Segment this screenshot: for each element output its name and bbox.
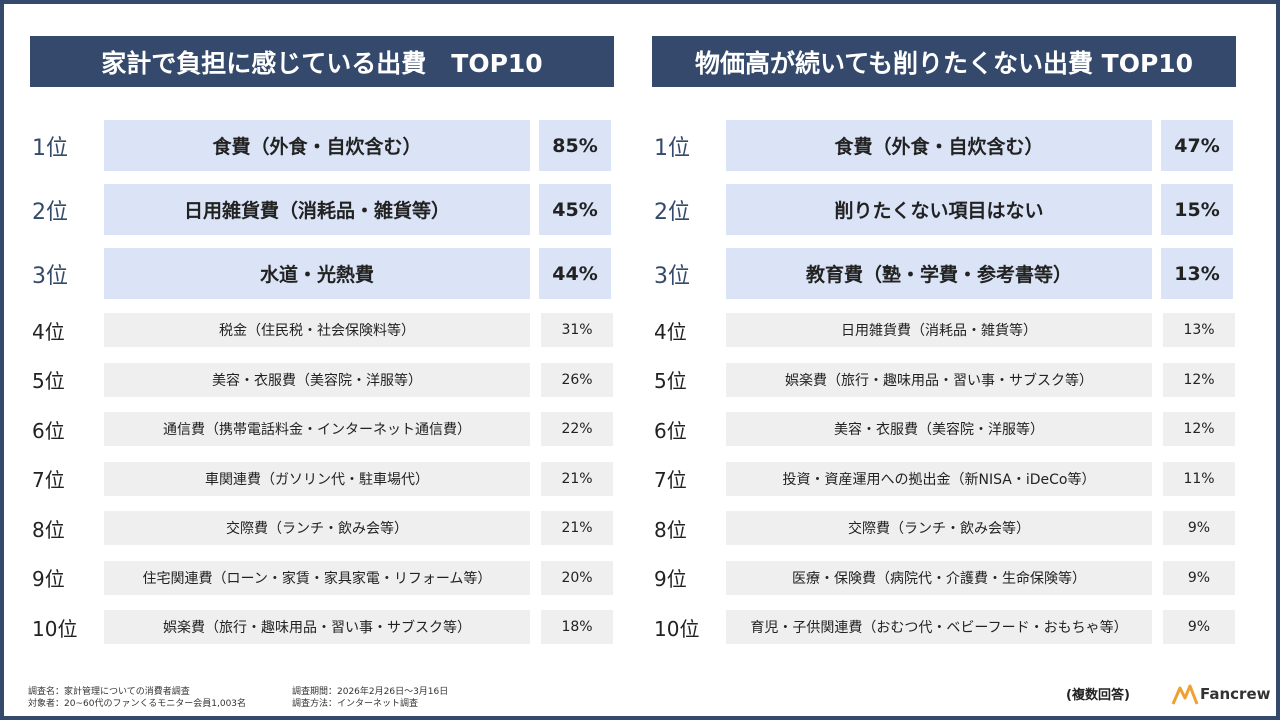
item-label: 美容・衣服費（美容院・洋服等）	[726, 412, 1152, 446]
item-label: 住宅関連費（ローン・家賃・家具家電・リフォーム等）	[104, 560, 530, 595]
item-percent: 18%	[541, 610, 613, 644]
item-percent: 13%	[1163, 313, 1235, 347]
panel-title: 家計で負担に感じている出費 TOP10	[30, 36, 614, 87]
item-label: 投資・資産運用への拠出金（新NISA・iDeCo等）	[726, 461, 1152, 496]
rank: 9位	[32, 567, 65, 591]
item-percent: 9%	[1163, 610, 1235, 644]
survey-info: 調査名：家計管理についての消費者調査	[28, 686, 190, 697]
item-label: 教育費（塾・学費・参考書等）	[726, 248, 1152, 299]
item-percent: 45%	[539, 184, 611, 235]
rank: 7位	[654, 468, 687, 492]
rank: 8位	[654, 517, 687, 542]
rank: 7位	[32, 468, 65, 492]
item-percent: 20%	[541, 560, 613, 595]
item-label: 通信費（携帯電話料金・インターネット通信費）	[104, 412, 530, 446]
rank: 3位	[32, 263, 68, 289]
item-label: 食費（外食・自炊含む）	[104, 120, 530, 171]
item-percent: 26%	[541, 362, 613, 397]
item-label: 医療・保険費（病院代・介護費・生命保険等）	[726, 560, 1152, 595]
logo-icon	[1171, 684, 1199, 705]
item-label: 娯楽費（旅行・趣味用品・習い事・サブスク等）	[726, 362, 1152, 397]
rank: 9位	[654, 567, 687, 591]
rank: 3位	[654, 263, 690, 289]
item-label: 食費（外食・自炊含む）	[726, 120, 1152, 171]
logo-text: Fancrew	[1200, 685, 1271, 703]
item-percent: 12%	[1163, 362, 1235, 397]
item-percent: 21%	[541, 461, 613, 496]
item-label: 交際費（ランチ・飲み会等）	[726, 511, 1152, 545]
item-percent: 13%	[1161, 248, 1233, 299]
item-percent: 31%	[541, 313, 613, 347]
survey-info: 調査方法：インターネット調査	[292, 698, 419, 709]
item-percent: 47%	[1161, 120, 1233, 171]
item-percent: 15%	[1161, 184, 1233, 235]
item-percent: 85%	[539, 120, 611, 171]
item-percent: 22%	[541, 412, 613, 446]
rank: 1位	[32, 135, 68, 161]
item-percent: 21%	[541, 511, 613, 545]
item-label: 車関連費（ガソリン代・駐車場代）	[104, 461, 530, 496]
item-percent: 9%	[1163, 560, 1235, 595]
item-label: 日用雑貨費（消耗品・雑貨等）	[104, 184, 530, 235]
item-label: 娯楽費（旅行・趣味用品・習い事・サブスク等）	[104, 610, 530, 644]
rank: 10位	[654, 616, 700, 641]
rank: 4位	[32, 319, 65, 344]
rank: 5位	[654, 369, 687, 393]
item-label: 水道・光熱費	[104, 248, 530, 299]
note: (複数回答)	[1066, 687, 1130, 703]
item-label: 美容・衣服費（美容院・洋服等）	[104, 362, 530, 397]
rank: 6位	[32, 418, 65, 443]
item-label: 育児・子供関連費（おむつ代・ベビーフード・おもちゃ等）	[726, 610, 1152, 644]
panel-title: 物価高が続いても削りたくない出費 TOP10	[652, 36, 1236, 87]
item-label: 削りたくない項目はない	[726, 184, 1152, 235]
item-percent: 44%	[539, 248, 611, 299]
rank: 1位	[654, 135, 690, 161]
rank: 6位	[654, 418, 687, 443]
item-percent: 12%	[1163, 412, 1235, 446]
rank: 2位	[654, 199, 690, 225]
item-label: 日用雑貨費（消耗品・雑貨等）	[726, 313, 1152, 347]
item-percent: 9%	[1163, 511, 1235, 545]
rank: 10位	[32, 616, 78, 641]
rank: 5位	[32, 369, 65, 393]
item-label: 交際費（ランチ・飲み会等）	[104, 511, 530, 545]
survey-info: 対象者：20~60代のファンくるモニター会員1,003名	[28, 698, 247, 709]
item-label: 税金（住民税・社会保険料等）	[104, 313, 530, 347]
rank: 2位	[32, 199, 68, 225]
rank: 4位	[654, 319, 687, 344]
item-percent: 11%	[1163, 461, 1235, 496]
rank: 8位	[32, 517, 65, 542]
survey-info: 調査期間：2026年2月26日～3月16日	[292, 686, 449, 697]
